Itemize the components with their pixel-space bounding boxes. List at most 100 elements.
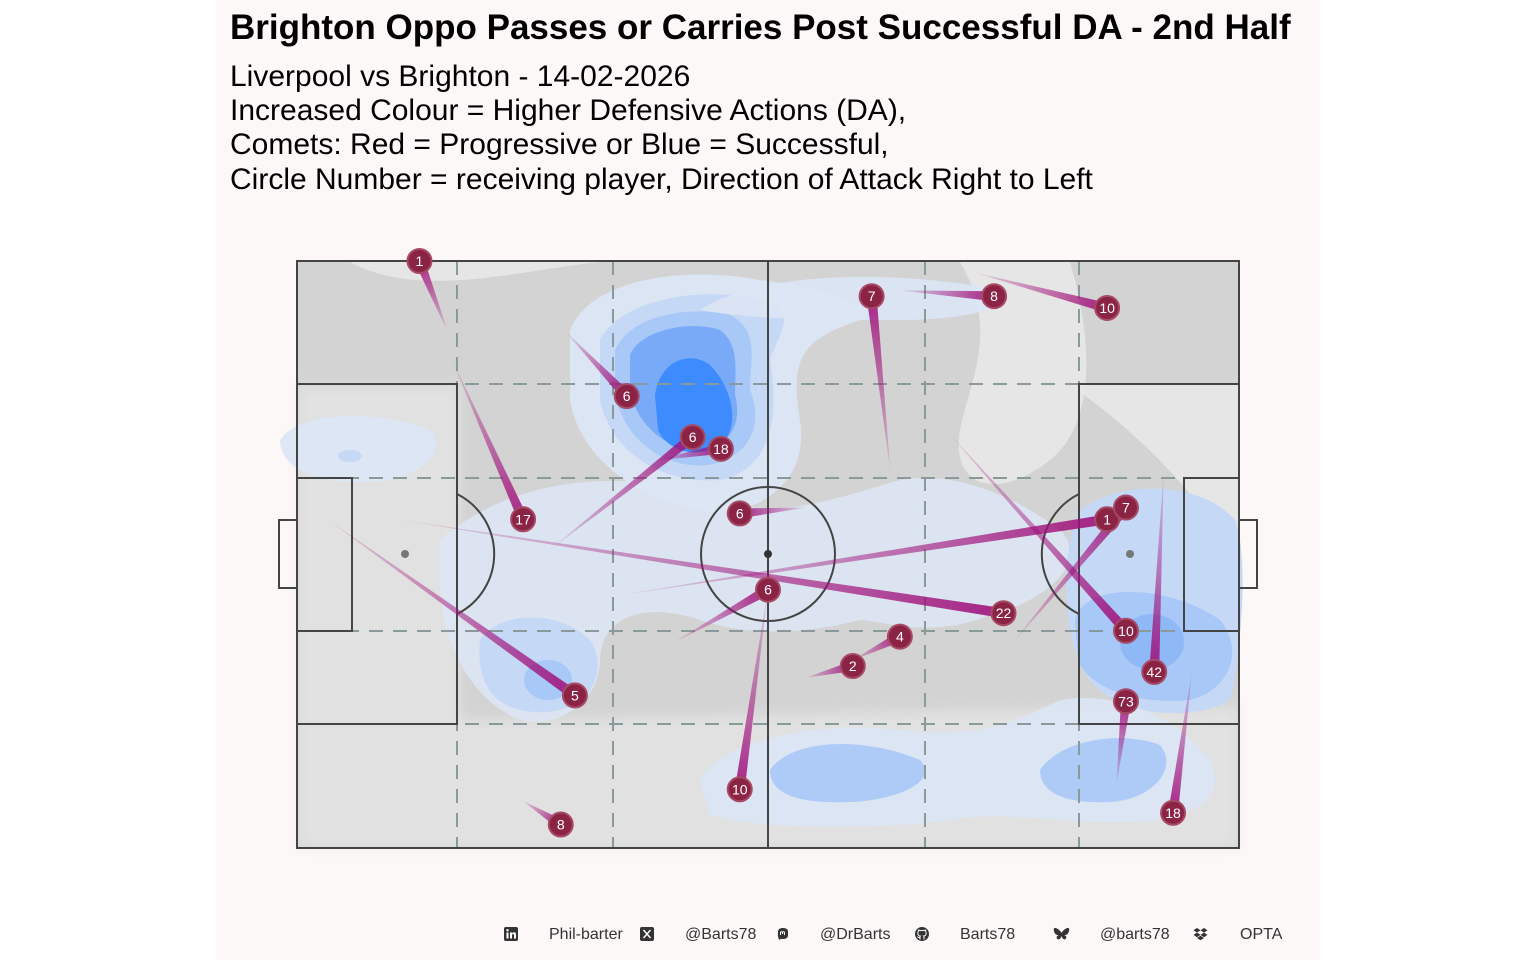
density-contour xyxy=(770,743,926,803)
subtitle-line-1: Liverpool vs Brighton - 14-02-2026 xyxy=(230,60,691,93)
receiver-number: 1 xyxy=(416,253,424,269)
comet-trail xyxy=(1116,700,1131,784)
subtitle-line-2: Increased Colour = Higher Defensive Acti… xyxy=(230,94,907,127)
receiver-number: 4 xyxy=(896,629,904,645)
receiver-marker: 7 xyxy=(1112,494,1139,521)
right-goal xyxy=(1238,519,1258,589)
receiver-number: 73 xyxy=(1118,693,1134,709)
linkedin-handle[interactable]: Phil-barter xyxy=(549,926,623,943)
receiver-marker: 10 xyxy=(726,776,753,803)
bluesky-handle[interactable]: @barts78 xyxy=(1100,926,1170,943)
receiver-marker: 1 xyxy=(406,248,433,274)
receiver-number: 6 xyxy=(689,429,697,445)
comet-trail xyxy=(739,507,806,519)
receiver-number: 6 xyxy=(764,582,772,598)
receiver-marker: 10 xyxy=(1094,294,1121,321)
receiver-marker: 22 xyxy=(990,600,1017,627)
subtitle-line-4: Circle Number = receiving player, Direct… xyxy=(230,163,1093,196)
comet-trail xyxy=(452,360,528,522)
receiver-marker: 73 xyxy=(1112,688,1139,715)
receiver-circle xyxy=(1112,494,1139,521)
comet-trail xyxy=(734,589,768,791)
density-zone-light xyxy=(1070,385,1239,560)
receiver-circle xyxy=(726,500,753,527)
receiver-marker: 8 xyxy=(547,811,574,838)
comet-trail xyxy=(975,272,1109,313)
receiver-circle xyxy=(858,283,885,310)
comet-trail xyxy=(899,290,995,302)
left-goal xyxy=(278,519,298,589)
receiver-circle xyxy=(406,248,433,274)
receiver-circle xyxy=(547,811,574,838)
receiver-number: 18 xyxy=(713,441,729,457)
linkedin-icon[interactable] xyxy=(504,927,518,941)
receiver-circle xyxy=(1094,294,1121,321)
comet-trail xyxy=(565,331,631,400)
receiver-marker: 8 xyxy=(981,283,1008,310)
comet-trail xyxy=(866,295,891,473)
receiver-number: 42 xyxy=(1146,664,1162,680)
receiver-circle xyxy=(1141,658,1168,685)
comets-layer xyxy=(327,259,1192,829)
markers-layer: 1 17 6 18 6 22 5 1 10 6 6 10 8 7 10 42 7 2 4 18 73 8 xyxy=(406,248,1187,838)
receiver-circle xyxy=(839,653,866,680)
receiver-circle xyxy=(981,283,1008,310)
subtitle-line-3: Comets: Red = Progressive or Blue = Succ… xyxy=(230,128,889,161)
receiver-number: 17 xyxy=(515,511,531,527)
github-handle[interactable]: Barts78 xyxy=(960,926,1016,943)
left-penalty-spot xyxy=(401,550,409,558)
receiver-number: 7 xyxy=(868,288,876,304)
receiver-circle xyxy=(510,506,537,533)
right-penalty-spot xyxy=(1126,550,1134,558)
receiver-circle xyxy=(679,424,706,451)
receiver-number: 10 xyxy=(1099,300,1115,316)
github-icon[interactable] xyxy=(915,927,929,941)
receiver-circle xyxy=(613,383,640,410)
receiver-circle xyxy=(755,576,781,603)
receiver-number: 7 xyxy=(1122,500,1130,516)
dropbox-icon[interactable] xyxy=(1193,927,1208,941)
receiver-circle xyxy=(1112,688,1139,715)
comet-trail xyxy=(673,585,771,643)
receiver-number: 5 xyxy=(571,687,579,703)
density-contour xyxy=(700,276,1009,320)
receiver-marker: 7 xyxy=(858,283,885,310)
receiver-number: 18 xyxy=(1165,805,1181,821)
x-twitter-icon[interactable] xyxy=(640,927,654,941)
mastodon-icon[interactable] xyxy=(776,927,790,941)
density-contour xyxy=(655,358,733,453)
receiver-marker: 18 xyxy=(1160,799,1187,826)
receiver-circle xyxy=(561,682,588,709)
centre-spot xyxy=(764,550,772,558)
receiver-number: 10 xyxy=(732,781,748,797)
centre-circle xyxy=(700,486,836,622)
comet-trail xyxy=(327,519,578,700)
receiver-marker: 2 xyxy=(839,653,866,680)
comet-trail xyxy=(395,519,1005,619)
comet-trail xyxy=(414,259,448,332)
receiver-circle xyxy=(886,623,913,650)
receiver-number: 8 xyxy=(557,817,565,833)
density-contour xyxy=(338,450,362,462)
receiver-number: 1 xyxy=(1103,511,1111,527)
x-handle[interactable]: @Barts78 xyxy=(685,926,757,943)
receiver-marker: 18 xyxy=(707,435,734,462)
receiver-marker: 6 xyxy=(679,424,706,451)
receiver-marker: 6 xyxy=(755,576,781,603)
bluesky-icon[interactable] xyxy=(1053,927,1070,941)
data-source: OPTA xyxy=(1240,926,1283,943)
comet-trail xyxy=(1168,671,1192,814)
receiver-number: 8 xyxy=(990,288,998,304)
mastodon-handle[interactable]: @DrBarts xyxy=(820,926,891,943)
comet-trail xyxy=(551,433,696,549)
chart-title: Brighton Oppo Passes or Carries Post Suc… xyxy=(230,8,1291,47)
receiver-circle xyxy=(707,435,734,462)
density-contour xyxy=(280,416,437,483)
comet-trail xyxy=(1149,472,1164,673)
receiver-marker: 10 xyxy=(1112,617,1139,644)
right-penalty-arc xyxy=(1040,493,1080,615)
receiver-number: 6 xyxy=(736,505,744,521)
receiver-marker: 5 xyxy=(561,682,588,709)
comet-trail xyxy=(1012,504,1130,643)
